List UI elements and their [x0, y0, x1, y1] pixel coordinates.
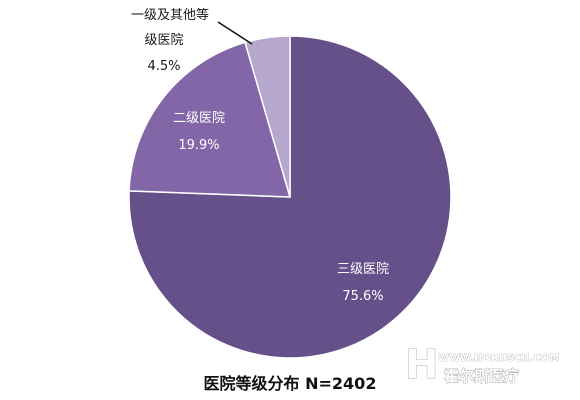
pie-labels: 三级医院 75.6% 二级医院 19.9% 一级及其他等 级医院 4.5%: [131, 7, 389, 304]
watermark-url: WWW.HORUSCH.COM: [438, 353, 559, 364]
leader-line: [217, 21, 253, 45]
pie-slice-tier2: [128, 41, 291, 198]
watermark: H WWW.HORUSCH.COM 霍尔斯医疗: [405, 342, 560, 389]
watermark-name: 霍尔斯医疗: [444, 367, 519, 385]
slice-value-tier1: 4.5%: [147, 59, 180, 74]
slice-value-tier3: 75.6%: [342, 289, 383, 304]
slice-label-tier1-line2: 级医院: [144, 33, 183, 48]
pie-slice-tier1-other: [244, 35, 291, 198]
watermark-logo: H: [405, 342, 438, 388]
chart-title: 医院等级分布 N=2402: [204, 374, 377, 393]
slice-value-tier2: 19.9%: [178, 138, 219, 153]
slice-label-tier1-line1: 一级及其他等: [131, 7, 209, 23]
slice-label-tier2: 二级医院: [173, 111, 225, 126]
pie-slices: [128, 35, 452, 359]
slice-label-tier3: 三级医院: [337, 262, 389, 277]
